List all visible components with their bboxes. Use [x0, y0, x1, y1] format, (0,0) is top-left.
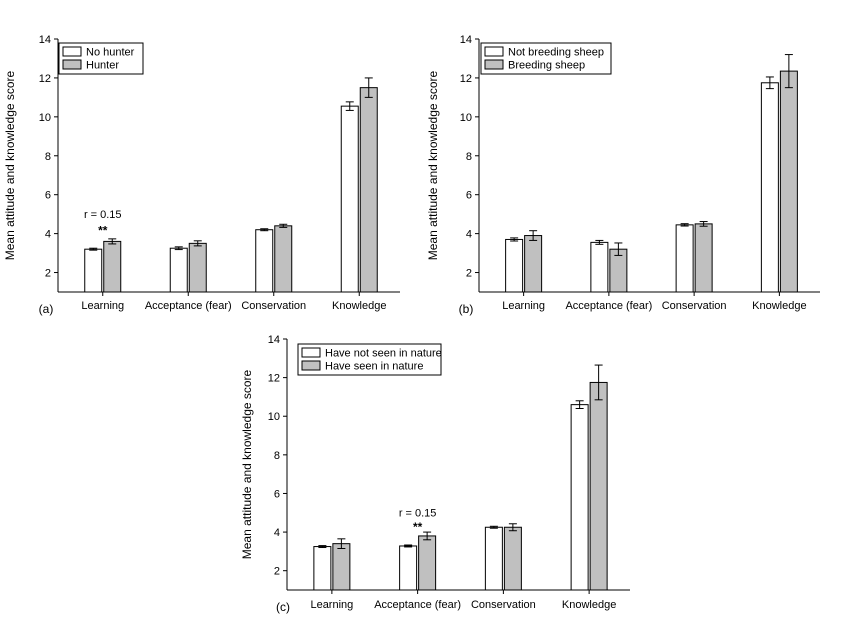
y-tick-label: 8	[466, 151, 472, 163]
bar	[169, 247, 188, 293]
x-tick-label: Learning	[81, 300, 124, 312]
legend-swatch	[484, 46, 504, 57]
x-tick-label: Knowledge	[332, 300, 386, 312]
y-tick-label: 6	[274, 488, 280, 500]
y-tick-label: 8	[274, 450, 280, 462]
y-tick-label: 12	[460, 73, 472, 85]
y-tick-label: 14	[39, 34, 51, 46]
y-tick-label: 2	[274, 566, 280, 578]
x-tick-label: Conservation	[471, 599, 536, 611]
y-tick-label: 12	[268, 373, 280, 385]
y-tick-label: 4	[274, 527, 280, 539]
legend-swatch	[62, 46, 82, 57]
bar	[103, 240, 122, 293]
y-axis-label: Mean attitude and knowledge score	[426, 70, 440, 260]
chart-panel-3: 2 4 6 8 10 12 14 Mean attitude and knowledge sc…	[240, 334, 630, 614]
x-tick-label: Acceptance (fear)	[565, 300, 652, 312]
bar	[399, 545, 418, 591]
legend-label: Not breeding sheep	[508, 47, 604, 59]
bar	[84, 248, 103, 293]
x-tick-label: Acceptance (fear)	[374, 599, 461, 611]
y-tick-label: 2	[466, 268, 472, 280]
y-tick-label: 12	[39, 73, 51, 85]
y-tick-label: 10	[39, 112, 51, 124]
y-tick-label: 6	[45, 190, 51, 202]
x-tick-label: Conservation	[241, 300, 306, 312]
legend-box	[297, 343, 442, 376]
legend-label: Have not seen in nature	[325, 348, 442, 360]
panel-label: (a)	[39, 302, 54, 316]
legend-label: No hunter	[86, 47, 135, 59]
bar	[675, 224, 694, 293]
legend-swatch	[62, 59, 82, 70]
legend-swatch	[301, 347, 321, 358]
x-tick-label: Knowledge	[562, 599, 616, 611]
legend-swatch	[484, 59, 504, 70]
legend-swatch	[301, 360, 321, 371]
y-tick-label: 6	[466, 190, 472, 202]
y-tick-label: 10	[460, 112, 472, 124]
y-tick-label: 4	[466, 229, 472, 241]
panel-label: (b)	[459, 302, 474, 316]
chart-panel-1: 2 4 6 8 10 12 14 Mean attitude and knowledge sc…	[3, 34, 400, 316]
y-axis-label: Mean attitude and knowledge score	[240, 369, 254, 559]
bar	[340, 105, 359, 293]
bar	[332, 543, 351, 591]
bar	[779, 70, 798, 293]
x-tick-label: Learning	[502, 300, 545, 312]
y-axis-label: Mean attitude and knowledge score	[3, 70, 17, 260]
y-tick-label: 14	[268, 334, 280, 346]
y-tick-label: 8	[45, 151, 51, 163]
y-tick-label: 4	[45, 229, 51, 241]
significance-marker: **	[98, 224, 108, 238]
y-tick-label: 10	[268, 411, 280, 423]
bar	[694, 223, 713, 293]
bar	[418, 535, 437, 591]
bar	[359, 87, 378, 293]
bar	[570, 404, 589, 591]
legend-label: Have seen in nature	[325, 361, 423, 373]
x-tick-label: Knowledge	[752, 300, 806, 312]
x-tick-label: Conservation	[662, 300, 727, 312]
bar	[274, 225, 293, 293]
y-tick-label: 2	[45, 268, 51, 280]
bar	[760, 82, 779, 293]
bar	[503, 526, 522, 591]
x-tick-label: Learning	[310, 599, 353, 611]
legend-label: Breeding sheep	[508, 60, 585, 72]
bar	[589, 381, 608, 591]
x-tick-label: Acceptance (fear)	[145, 300, 232, 312]
significance-marker: **	[413, 520, 423, 534]
bar	[313, 546, 332, 591]
chart-panel-2: 2 4 6 8 10 12 14 Mean attitude and knowledge sc…	[426, 34, 820, 316]
bar	[188, 242, 207, 293]
bar	[505, 238, 524, 293]
y-tick-label: 14	[460, 34, 472, 46]
bar	[255, 229, 274, 293]
correlation-annotation: r = 0.15	[399, 508, 437, 520]
legend-label: Hunter	[86, 60, 119, 72]
bar	[524, 235, 543, 293]
correlation-annotation: r = 0.15	[84, 209, 122, 221]
panel-label: (c)	[276, 600, 290, 614]
bar	[484, 526, 503, 591]
bar	[590, 241, 609, 293]
